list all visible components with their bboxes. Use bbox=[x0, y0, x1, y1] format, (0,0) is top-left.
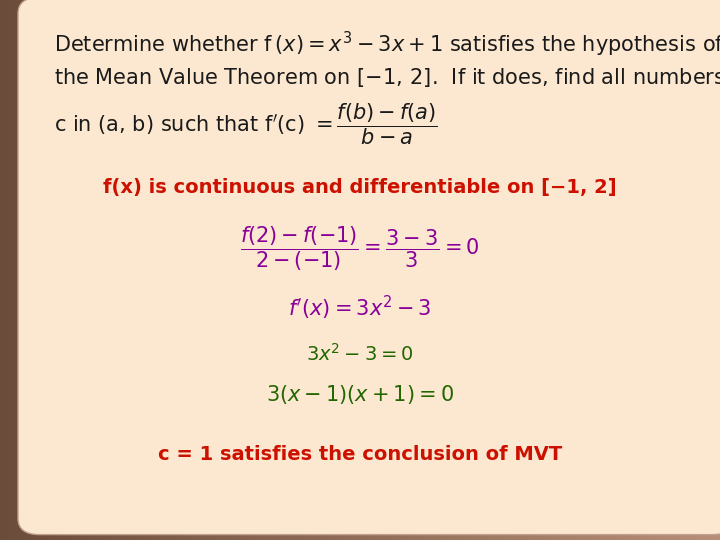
FancyBboxPatch shape bbox=[18, 0, 720, 535]
Text: $\dfrac{f(2)-f(-1)}{2-(-1)}=\dfrac{3-3}{3}=0$: $\dfrac{f(2)-f(-1)}{2-(-1)}=\dfrac{3-3}{… bbox=[240, 224, 480, 273]
Text: c = 1 satisfies the conclusion of MVT: c = 1 satisfies the conclusion of MVT bbox=[158, 446, 562, 464]
Text: Determine whether f$\,(x)=x^3-3x+1$ satisfies the hypothesis of: Determine whether f$\,(x)=x^3-3x+1$ sati… bbox=[54, 30, 720, 59]
Text: $3x^2-3=0$: $3x^2-3=0$ bbox=[306, 343, 414, 365]
Text: $3(x-1)(x+1)=0$: $3(x-1)(x+1)=0$ bbox=[266, 383, 454, 407]
Text: c in (a, b) such that f$'$(c) $=\dfrac{f(b)-f(a)}{b-a}$: c in (a, b) such that f$'$(c) $=\dfrac{f… bbox=[54, 102, 438, 147]
Text: the Mean Value Theorem on $[-1,\,2]$.  If it does, find all numbers: the Mean Value Theorem on $[-1,\,2]$. If… bbox=[54, 66, 720, 89]
Text: $f'(x)=3x^2-3$: $f'(x)=3x^2-3$ bbox=[288, 294, 432, 322]
Text: f(x) is continuous and differentiable on [−1, 2]: f(x) is continuous and differentiable on… bbox=[103, 178, 617, 197]
